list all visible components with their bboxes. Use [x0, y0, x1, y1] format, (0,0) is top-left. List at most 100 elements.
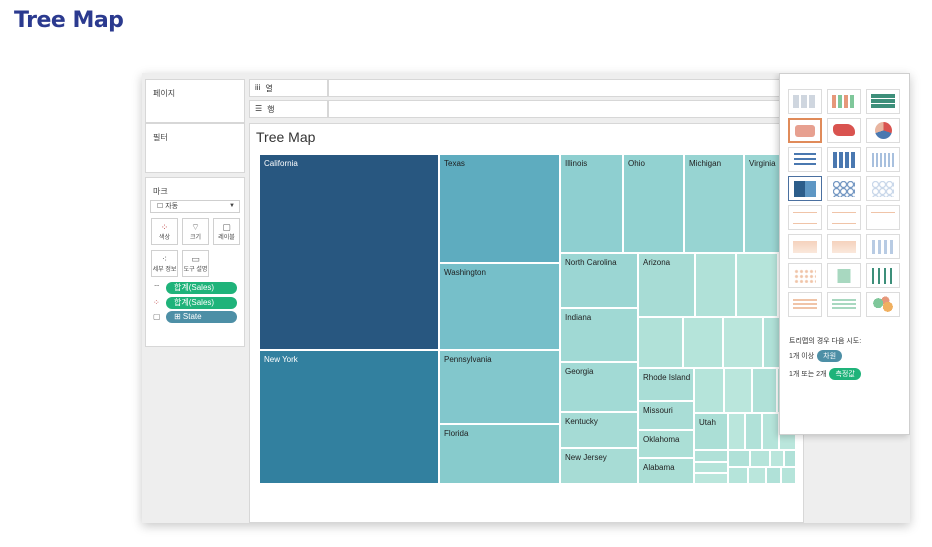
treemap-cell-label: Georgia [565, 367, 594, 376]
treemap-cell[interactable] [752, 368, 777, 413]
stacked-bar-icon[interactable] [827, 147, 861, 172]
treemap-cell[interactable]: Kentucky [560, 412, 638, 448]
treemap-cell[interactable]: California [259, 154, 439, 350]
box-whisker-icon[interactable] [866, 263, 900, 288]
heat-map-icon[interactable] [827, 89, 861, 114]
treemap-cell[interactable] [766, 467, 781, 484]
highlight-table-icon[interactable] [866, 89, 900, 114]
treemap-cell[interactable]: Arizona [638, 253, 695, 317]
treemap-cell[interactable] [694, 473, 728, 484]
pages-card[interactable]: 페이지 [145, 79, 245, 123]
treemap-cell[interactable]: New York [259, 350, 439, 484]
treemap-cell[interactable]: Washington [439, 263, 560, 350]
area-discrete-icon[interactable] [827, 234, 861, 259]
filled-map-icon[interactable] [827, 118, 861, 143]
treemap-cell[interactable] [745, 413, 762, 450]
line-discrete-icon[interactable] [827, 205, 861, 230]
treemap-cell[interactable]: Florida [439, 424, 560, 484]
treemap-cell[interactable]: Illinois [560, 154, 623, 253]
treemap-cell[interactable]: Ohio [623, 154, 684, 253]
text-table-icon[interactable] [788, 89, 822, 114]
treemap-cell[interactable] [728, 467, 748, 484]
treemap-cell[interactable] [694, 462, 728, 473]
treemap-cell[interactable] [694, 368, 724, 413]
treemap-cell[interactable] [723, 317, 763, 368]
treemap-cell[interactable]: Missouri [638, 401, 694, 430]
treemap-cell[interactable] [784, 450, 796, 467]
histogram-icon[interactable] [827, 263, 861, 288]
rows-shelf-label: 행 [267, 105, 275, 114]
tooltip-button-label: 도구 설명 [183, 267, 208, 273]
side-by-side-bar-icon[interactable] [866, 147, 900, 172]
treemap-cell[interactable] [694, 450, 728, 462]
treemap-cell-label: Utah [699, 418, 716, 427]
size-button[interactable]: ⌔ 크기 [182, 218, 209, 245]
show-me-panel: 트리맵의 경우 다음 시도: 1개 이상 차원 1개 또는 2개 측정값 [779, 73, 910, 435]
treemap-cell-label: Oklahoma [643, 435, 680, 444]
color-icon: ⁘ [153, 298, 160, 307]
color-button[interactable]: ⁘ 색상 [151, 218, 178, 245]
treemap-cell-label: Rhode Island [643, 373, 691, 382]
treemap-cell[interactable] [770, 450, 784, 467]
dual-combination-icon[interactable] [866, 234, 900, 259]
treemap-cell[interactable]: Oklahoma [638, 430, 694, 458]
treemap-cell[interactable] [695, 253, 736, 317]
treemap-icon[interactable] [788, 176, 822, 201]
bullet-graph-icon[interactable] [827, 292, 861, 317]
circle-view-icon[interactable] [827, 176, 861, 201]
rows-shelf[interactable] [328, 100, 780, 118]
treemap-cell-label: California [264, 159, 298, 168]
treemap-cell[interactable]: Utah [694, 413, 728, 450]
treemap-cell[interactable] [638, 317, 683, 368]
treemap-cell[interactable]: Alabama [638, 458, 694, 484]
treemap-cell[interactable]: Georgia [560, 362, 638, 412]
treemap-cell[interactable]: Michigan [684, 154, 744, 253]
treemap-cell[interactable] [728, 450, 750, 467]
detail-button[interactable]: ⁖ 세부 정보 [151, 250, 178, 277]
treemap-cell-label: Virginia [749, 159, 776, 168]
treemap-cell[interactable] [762, 413, 779, 450]
treemap-cell[interactable] [728, 413, 745, 450]
dual-line-icon[interactable] [866, 205, 900, 230]
size-icon: ⌔ [191, 222, 200, 232]
treemap-cell[interactable]: Indiana [560, 308, 638, 362]
packed-bubbles-icon[interactable] [866, 292, 900, 317]
tooltip-button[interactable]: ▭ 도구 설명 [182, 250, 209, 277]
treemap-cell[interactable] [750, 450, 770, 467]
treemap-cell[interactable]: Rhode Island [638, 368, 694, 401]
treemap-cell-label: Washington [444, 268, 486, 277]
treemap-cell-label: Pennsylvania [444, 355, 492, 364]
mark-type-dropdown[interactable]: ☐ 자동 ▼ [150, 200, 240, 213]
state-pill[interactable]: ⊞ State [166, 311, 237, 323]
filters-card[interactable]: 필터 [145, 123, 245, 173]
label-button-label: 레이블 [218, 235, 235, 241]
mark-type-square-icon: ☐ [157, 203, 164, 210]
treemap-cell[interactable] [781, 467, 796, 484]
color-button-label: 색상 [158, 235, 171, 241]
pie-chart-icon[interactable] [866, 118, 900, 143]
treemap-cell-label: New Jersey [565, 453, 607, 462]
columns-icon: iii [255, 83, 261, 92]
treemap-cell-label: Texas [444, 159, 465, 168]
symbol-map-icon[interactable] [788, 118, 822, 143]
treemap-cell[interactable]: New Jersey [560, 448, 638, 484]
treemap-cell[interactable]: North Carolina [560, 253, 638, 308]
horizontal-bar-icon[interactable] [788, 147, 822, 172]
treemap-cell[interactable] [683, 317, 723, 368]
treemap-cell[interactable]: Texas [439, 154, 560, 263]
mark-type-value: 자동 [165, 203, 179, 210]
line-continuous-icon[interactable] [788, 205, 822, 230]
side-by-side-circle-icon[interactable] [866, 176, 900, 201]
detail-icon: ⁖ [161, 254, 168, 264]
area-continuous-icon[interactable] [788, 234, 822, 259]
treemap-cell[interactable]: Pennsylvania [439, 350, 560, 424]
size-pill[interactable]: 합계(Sales) [166, 282, 237, 294]
treemap-cell[interactable] [724, 368, 752, 413]
treemap-cell[interactable] [736, 253, 778, 317]
treemap-cell[interactable] [748, 467, 766, 484]
gantt-chart-icon[interactable] [788, 292, 822, 317]
scatter-plot-icon[interactable] [788, 263, 822, 288]
columns-shelf[interactable] [328, 79, 780, 97]
color-pill[interactable]: 합계(Sales) [166, 297, 237, 309]
label-button[interactable]: ▢ 레이블 [213, 218, 240, 245]
